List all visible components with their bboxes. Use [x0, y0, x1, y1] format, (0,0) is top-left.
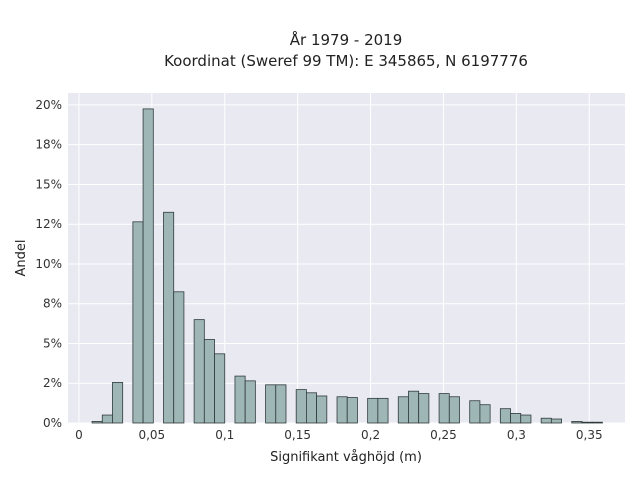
x-tick-label: 0,25	[430, 428, 457, 442]
histogram-bar	[203, 339, 215, 424]
histogram-bar	[346, 397, 358, 424]
histogram-bar	[275, 384, 287, 424]
histogram-bar	[550, 418, 562, 424]
histogram-bar	[112, 382, 124, 424]
histogram-bar	[295, 389, 307, 424]
chart-title: År 1979 - 2019 Koordinat (Sweref 99 TM):…	[164, 30, 528, 70]
y-axis-label: Andel	[14, 240, 29, 277]
y-tick-label: 20%	[35, 98, 62, 112]
x-tick-label: 0,15	[284, 428, 311, 442]
histogram-bar	[571, 421, 583, 424]
histogram-bar	[591, 421, 603, 424]
histogram-bar	[132, 221, 144, 424]
y-tick-label: 15%	[35, 177, 62, 191]
histogram-bar	[101, 414, 113, 424]
histogram-bars	[91, 108, 603, 424]
histogram-bar	[91, 421, 103, 424]
histogram-bar	[510, 413, 522, 424]
y-tick-label: 10%	[35, 257, 62, 271]
histogram-bar	[438, 393, 450, 424]
x-tick-label: 0,05	[138, 428, 165, 442]
histogram-bar	[469, 400, 481, 424]
histogram-bar	[193, 319, 205, 424]
x-tick-label: 0,35	[576, 428, 603, 442]
histogram-bar	[367, 397, 379, 424]
histogram-bar	[316, 395, 328, 424]
histogram-bar	[265, 384, 277, 424]
histogram-bar	[408, 390, 420, 424]
histogram-bar	[479, 404, 491, 424]
y-tick-label: 0%	[43, 416, 62, 430]
x-tick-label: 0	[75, 428, 83, 442]
histogram-bar	[418, 393, 430, 424]
y-tick-label: 18%	[35, 138, 62, 152]
histogram-bar	[244, 380, 256, 424]
x-axis-label: Signifikant våghöjd (m)	[270, 450, 422, 465]
histogram-bar	[163, 211, 175, 424]
x-tick-label: 0,3	[507, 428, 526, 442]
histogram-bar	[234, 375, 246, 424]
y-tick-label: 5%	[43, 336, 62, 350]
chart-title-line-1: År 1979 - 2019	[290, 30, 403, 49]
histogram-bar	[306, 392, 318, 424]
y-tick-label: 2%	[43, 376, 62, 390]
histogram-bar	[214, 353, 226, 424]
histogram-bar	[142, 108, 154, 424]
chart-title-line-2: Koordinat (Sweref 99 TM): E 345865, N 61…	[164, 52, 528, 70]
histogram-bar	[499, 408, 511, 424]
plot-area	[68, 93, 625, 423]
histogram-bar	[448, 396, 460, 424]
y-axis-ticks: 0% 2% 5% 8% 10% 12% 15% 18% 20%	[35, 98, 62, 430]
histogram-bar	[377, 397, 389, 424]
y-tick-label: 8%	[43, 297, 62, 311]
histogram-bar	[540, 417, 552, 424]
x-tick-label: 0,1	[215, 428, 234, 442]
x-axis-ticks: 0 0,05 0,1 0,15 0,2 0,25 0,3 0,35	[75, 428, 603, 442]
grid-lines	[68, 93, 625, 424]
x-tick-label: 0,2	[361, 428, 380, 442]
histogram-bar	[173, 291, 185, 424]
histogram-bar	[397, 396, 409, 424]
histogram-bar	[520, 414, 532, 424]
histogram-bar	[336, 396, 348, 424]
histogram-bar	[581, 421, 593, 424]
y-tick-label: 12%	[35, 217, 62, 231]
